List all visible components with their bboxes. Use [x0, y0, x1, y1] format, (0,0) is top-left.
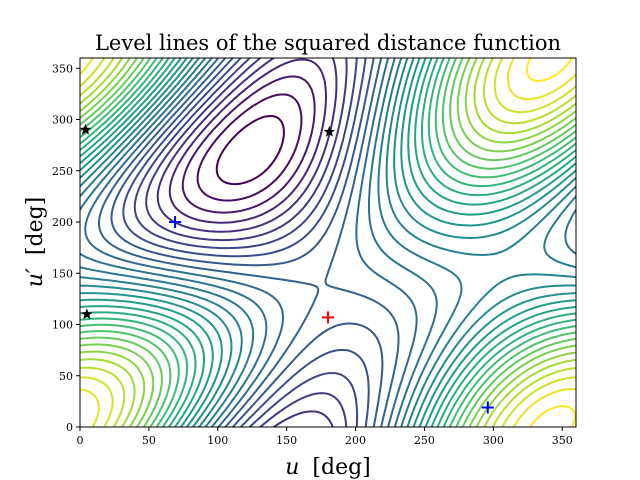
- x-tick-label: 150: [276, 434, 297, 447]
- plot-area: [80, 58, 576, 427]
- contour-level: [80, 58, 576, 427]
- y-tick-label: 200: [52, 216, 73, 229]
- x-tick-label: 250: [414, 434, 435, 447]
- contour-level: [80, 58, 576, 427]
- x-tick-label: 100: [207, 434, 228, 447]
- contour-level: [525, 58, 576, 427]
- x-axis-label: u [deg]: [285, 455, 371, 480]
- contour-level: [80, 58, 576, 427]
- y-axis-label: u′ [deg]: [23, 197, 48, 288]
- y-axis-ticks: 0 50 100 150 200 250 300 350: [52, 62, 80, 434]
- contour-level: [80, 58, 576, 427]
- contour-level: [80, 58, 576, 427]
- contour-level: [168, 58, 327, 224]
- contour-level: [80, 58, 576, 427]
- y-tick-label: 300: [52, 114, 73, 127]
- x-tick-label: 0: [77, 434, 84, 447]
- maximum-plus-marker: [169, 216, 182, 228]
- y-tick-label: 350: [52, 62, 73, 75]
- contour-level: [110, 58, 384, 427]
- contour-level: [133, 58, 359, 427]
- y-axis-variable: u′: [23, 268, 48, 287]
- plot-frame: [79, 57, 577, 428]
- contour-level: [122, 58, 370, 427]
- contour-lines: [80, 58, 576, 427]
- y-tick-label: 250: [52, 165, 73, 178]
- y-tick-label: 50: [59, 370, 73, 383]
- contour-level: [80, 58, 576, 427]
- y-tick-label: 100: [52, 319, 73, 332]
- minimum-plus-marker: [322, 311, 334, 324]
- contour-level: [215, 115, 285, 186]
- y-tick-label: 150: [52, 267, 73, 280]
- maximum-plus-marker: [481, 401, 494, 414]
- x-axis-variable: u: [285, 455, 299, 480]
- contour-level: [80, 58, 576, 427]
- saddle-star-marker: [80, 123, 92, 135]
- contour-level: [196, 93, 303, 202]
- x-axis-unit: [deg]: [312, 455, 370, 480]
- x-tick-label: 50: [142, 434, 156, 447]
- saddle-star-marker: [81, 308, 93, 320]
- contour-level: [80, 58, 576, 427]
- saddle-star-marker: [323, 125, 336, 137]
- y-tick-label: 0: [66, 421, 73, 434]
- contour-level: [80, 58, 576, 427]
- x-tick-label: 200: [345, 434, 366, 447]
- contour-level: [181, 75, 316, 214]
- contour-level: [80, 58, 576, 427]
- x-tick-label: 350: [552, 434, 573, 447]
- contour-level: [145, 58, 348, 427]
- x-tick-label: 300: [483, 434, 504, 447]
- contour-level: [80, 58, 576, 427]
- critical-point-markers: [80, 123, 494, 414]
- contour-level: [80, 58, 576, 427]
- x-axis-ticks: 0 50 100 150 200 250 300 350: [77, 427, 573, 447]
- contour-level: [80, 58, 576, 427]
- chart-title: Level lines of the squared distance func…: [95, 31, 561, 55]
- y-axis-unit: [deg]: [23, 197, 48, 255]
